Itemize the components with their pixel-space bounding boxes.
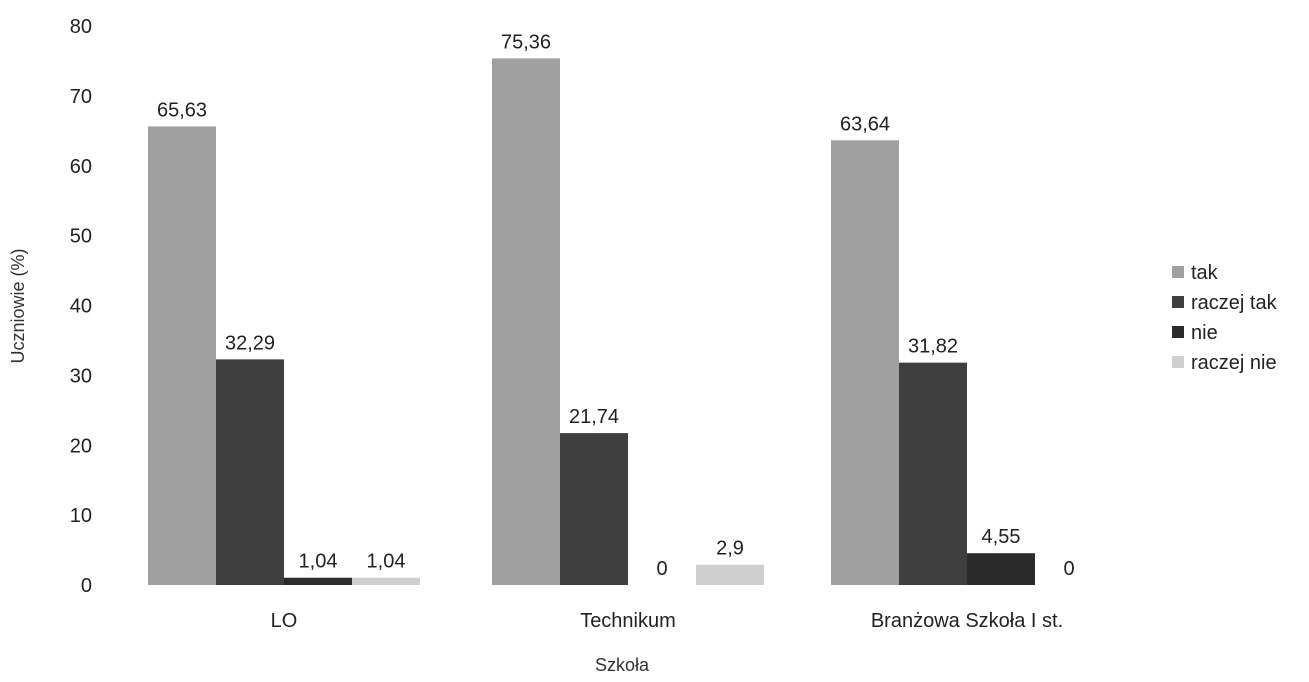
bar-raczej-tak-1 [560,433,628,585]
bar-raczej-tak-0 [216,359,284,585]
data-label: 32,29 [225,332,275,354]
y-axis-ticks: 0 10 20 30 40 50 60 70 80 [70,16,92,597]
legend-swatch-tak [1172,266,1184,278]
bars [148,58,1035,586]
y-tick-label: 50 [70,226,92,248]
data-label: 1,04 [299,551,338,573]
bar-raczej-nie-1 [696,564,764,585]
x-axis-title: Szkoła [595,655,650,675]
x-axis-category-labels: LO Technikum Branżowa Szkoła I st. [271,610,1064,632]
bar-raczej-nie-0 [352,577,420,585]
category-label: Branżowa Szkoła I st. [871,610,1063,632]
data-label: 2,9 [716,538,744,560]
legend-swatch-nie [1172,326,1184,338]
category-label: LO [271,610,298,632]
data-label: 0 [656,558,667,580]
bar-raczej-tak-2 [899,362,967,585]
legend-label: nie [1191,322,1218,344]
data-label: 63,64 [840,113,890,135]
bar-tak-2 [831,140,899,586]
legend-swatch-raczej-tak [1172,296,1184,308]
y-tick-label: 10 [70,505,92,527]
y-tick-label: 0 [81,575,92,597]
y-tick-label: 60 [70,156,92,178]
category-label: Technikum [580,610,676,632]
data-label: 0 [1063,558,1074,580]
legend-swatch-raczej-nie [1172,356,1184,368]
data-label: 75,36 [501,31,551,53]
legend-label: raczej nie [1191,352,1277,374]
y-tick-label: 20 [70,435,92,457]
y-tick-label: 80 [70,16,92,38]
data-label: 21,74 [569,406,619,428]
data-label: 4,55 [982,526,1021,548]
legend: tak raczej tak nie raczej nie [1172,262,1278,374]
y-tick-label: 30 [70,365,92,387]
data-label: 31,82 [908,336,958,358]
legend-label: tak [1191,262,1219,284]
bar-tak-0 [148,126,216,586]
y-tick-label: 40 [70,296,92,318]
data-label: 1,04 [367,551,406,573]
y-axis-title: Uczniowie (%) [8,248,28,363]
bar-nie-0 [284,577,352,585]
data-labels: 65,63 32,29 1,04 1,04 75,36 21,74 0 2,9 63,64 31,… [157,31,1075,580]
y-tick-label: 70 [70,86,92,108]
legend-label: raczej tak [1191,292,1278,314]
bar-tak-1 [492,58,560,586]
data-label: 65,63 [157,99,207,121]
bar-nie-2 [967,553,1035,585]
